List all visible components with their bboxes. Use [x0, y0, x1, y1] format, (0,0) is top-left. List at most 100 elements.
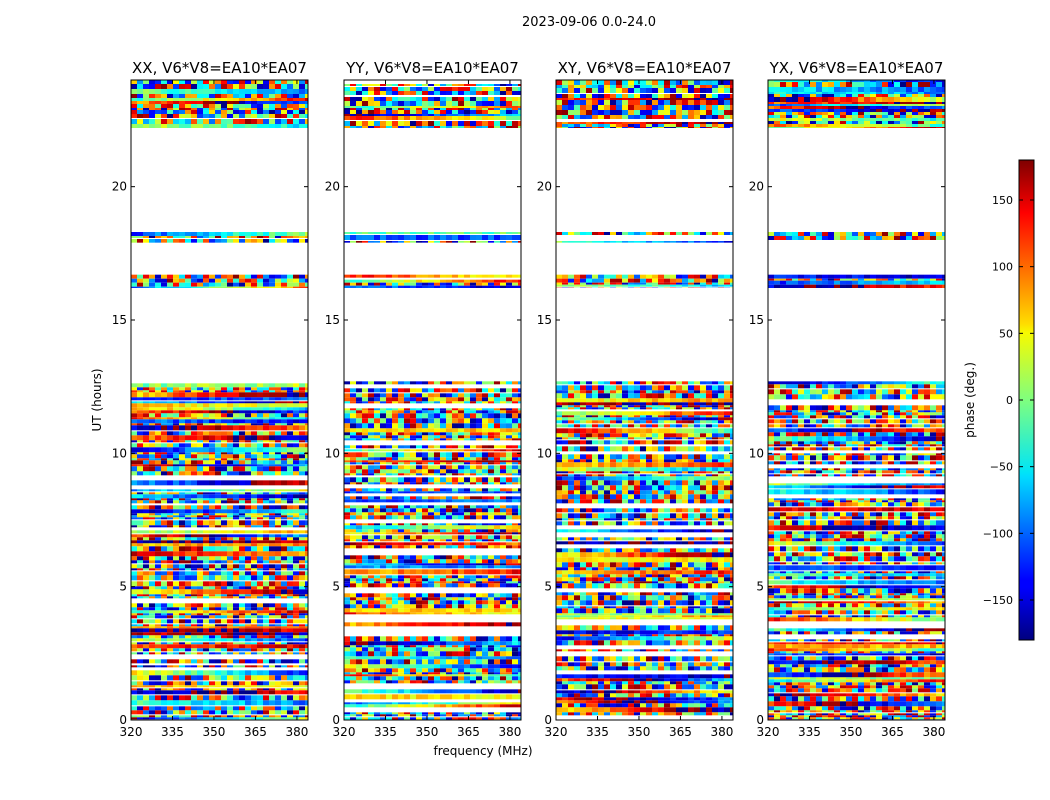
phase-cell [434, 445, 440, 449]
phase-cell [257, 670, 263, 676]
phase-cell [143, 586, 149, 590]
phase-cell [275, 274, 281, 279]
phase-cell [239, 685, 245, 688]
phase-cell [143, 494, 149, 499]
phase-cell [191, 546, 197, 552]
phase-cell [440, 597, 446, 601]
phase-cell [494, 469, 500, 474]
phase-cell [275, 425, 281, 431]
phase-cell [149, 513, 155, 516]
phase-cell [185, 84, 191, 89]
phase-cell [149, 498, 155, 501]
phase-cell [173, 560, 179, 564]
phase-cell [275, 642, 281, 645]
phase-cell [293, 413, 299, 418]
phase-cell [482, 612, 488, 615]
phase-cell [221, 278, 227, 283]
phase-cell [380, 600, 386, 605]
phase-cell [470, 555, 476, 560]
phase-cell [488, 491, 494, 494]
phase-cell [233, 104, 239, 108]
phase-cell [362, 410, 368, 414]
phase-cell [482, 428, 488, 433]
phase-cell [275, 440, 281, 443]
phase-cell [263, 403, 269, 408]
phase-cell [518, 473, 521, 476]
phase-cell [434, 381, 440, 385]
phase-cell [155, 101, 161, 104]
phase-cell [440, 608, 446, 613]
phase-cell [446, 641, 452, 646]
x-tick-label: 350 [203, 725, 226, 739]
phase-cell [221, 443, 227, 448]
phase-cell [149, 610, 155, 614]
phase-cell [233, 530, 239, 534]
phase-cell [257, 619, 263, 624]
phase-cell [137, 596, 143, 599]
phase-cell [476, 432, 482, 436]
phase-cell [239, 480, 245, 486]
phase-cell [506, 438, 512, 441]
phase-cell [392, 460, 398, 463]
phase-cell [197, 624, 203, 627]
phase-cell [179, 613, 185, 616]
phase-cell [215, 110, 221, 114]
phase-cell [197, 564, 203, 569]
phase-cell [293, 659, 299, 664]
phase-cell [470, 542, 476, 546]
phase-cell [299, 568, 305, 571]
phase-cell [215, 509, 221, 514]
phase-cell [428, 496, 434, 500]
phase-cell [173, 274, 179, 279]
phase-cell [155, 537, 161, 541]
phase-cell [293, 232, 299, 236]
phase-cell [197, 401, 203, 404]
phase-cell [209, 596, 215, 599]
phase-cell [305, 454, 308, 459]
phase-cell [251, 489, 257, 492]
phase-cell [251, 665, 257, 668]
phase-cell [197, 619, 203, 624]
phase-cell [416, 515, 422, 520]
phase-cell [275, 278, 281, 283]
phase-cell [131, 615, 137, 619]
phase-cell [518, 597, 521, 601]
phase-cell [251, 534, 257, 538]
phase-cell [149, 500, 155, 504]
phase-cell [440, 462, 446, 465]
phase-cell [197, 632, 203, 636]
phase-cell [179, 648, 185, 652]
phase-cell [239, 537, 245, 541]
phase-cell [227, 413, 233, 418]
phase-cell [305, 500, 308, 504]
phase-cell [155, 628, 161, 633]
phase-cell [179, 460, 185, 465]
phase-cell [167, 581, 173, 587]
phase-cell [203, 435, 209, 441]
phase-cell [398, 432, 404, 436]
phase-cell [398, 578, 404, 582]
phase-cell [299, 615, 305, 619]
phase-cell [263, 715, 269, 718]
phase-cell [191, 586, 197, 590]
phase-cell [416, 559, 422, 564]
phase-cell [185, 706, 191, 711]
phase-cell [362, 477, 368, 483]
phase-cell [356, 593, 362, 598]
phase-cell [305, 423, 308, 426]
phase-cell [167, 642, 173, 645]
phase-cell [203, 540, 209, 544]
phase-cell [416, 418, 422, 424]
phase-cell [374, 645, 380, 648]
phase-cell [161, 431, 167, 436]
phase-cell [380, 529, 386, 533]
phase-cell [344, 465, 350, 470]
phase-cell [143, 642, 149, 645]
phase-cell [215, 525, 221, 528]
phase-cell [512, 578, 518, 582]
phase-cell [239, 571, 245, 576]
phase-cell [209, 681, 215, 686]
phase-cell [506, 593, 512, 598]
phase-cell [386, 393, 392, 398]
phase-cell [143, 390, 149, 393]
